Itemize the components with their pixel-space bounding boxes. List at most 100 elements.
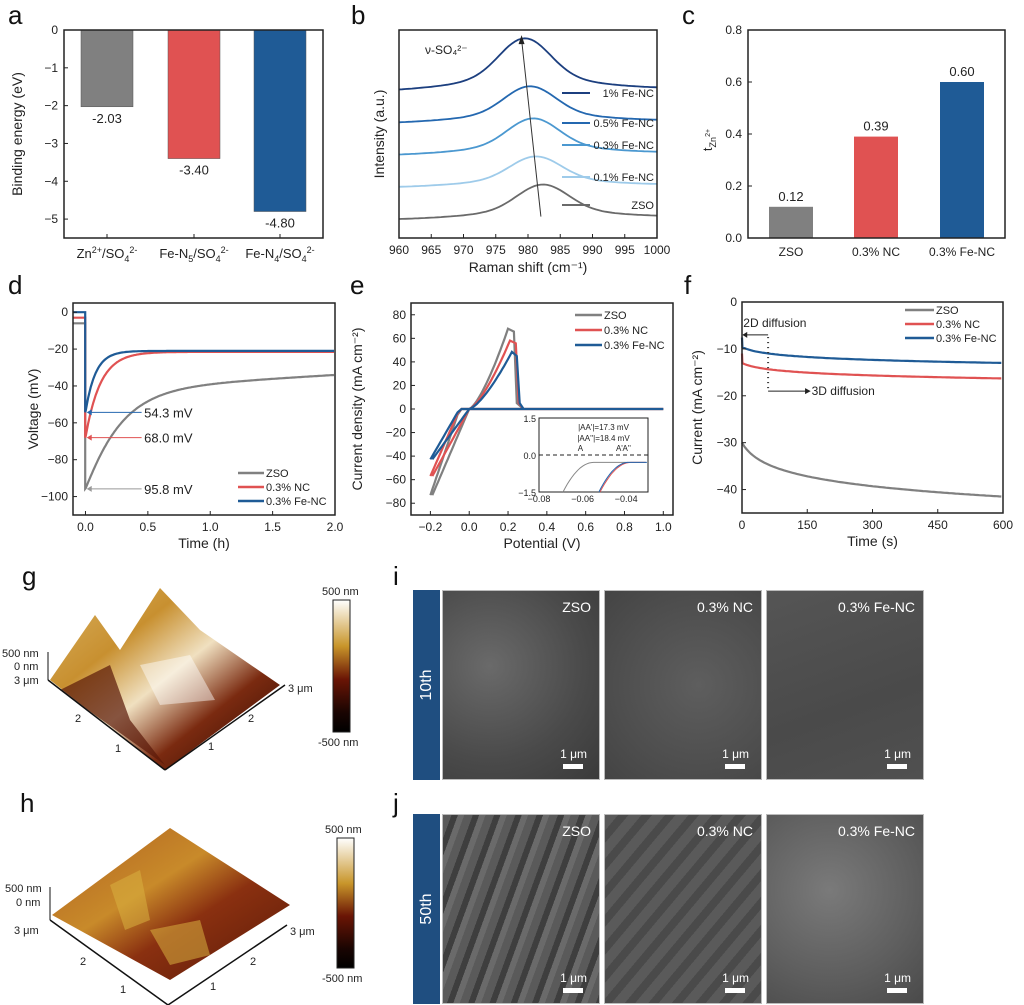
afm-surface-highlight	[110, 870, 150, 930]
afm-scale-bottom: -500 nm	[318, 737, 358, 749]
inset-point-label: A	[578, 444, 584, 453]
x-tick-label: 2.0	[327, 520, 344, 534]
inset-x-tick-label: −0.04	[615, 494, 638, 504]
sem-scale-label: 1 μm	[560, 747, 587, 761]
y-tick-label: −20	[48, 342, 69, 356]
y-tick-label: −3	[44, 136, 58, 150]
sem-cycle-tag: 10th	[413, 590, 440, 780]
arrow-head	[805, 388, 811, 395]
y-tick-label: −5	[44, 212, 58, 226]
afm-image-h: 500 nm 0 nm 3 μm 3 μm 2 1 1 2 500 nm -50…	[5, 824, 362, 1005]
afm-axis-left	[47, 679, 166, 771]
y-tick-label: −80	[48, 453, 69, 467]
sem-sample-label: 0.3% Fe-NC	[837, 823, 915, 839]
x-category-label: 0.3% Fe-NC	[929, 245, 995, 259]
plot-frame	[410, 302, 674, 516]
afm-axis-left	[49, 919, 169, 1005]
x-tick-label: 0	[739, 518, 746, 532]
bar	[167, 29, 221, 159]
panel-letter-f: f	[684, 270, 692, 300]
x-tick-label: 600	[993, 518, 1013, 532]
afm-corner-label: 3 μm	[14, 925, 39, 937]
x-axis-label: Time (h)	[178, 535, 230, 551]
bar-value-label: 0.60	[949, 64, 974, 79]
afm-tick-right-1: 1	[208, 741, 214, 753]
voltage-series-line	[73, 322, 335, 492]
diffusion-3d-label: 3D diffusion	[812, 384, 875, 398]
current-series-line	[740, 337, 1002, 365]
bar-value-label: -3.40	[179, 163, 209, 178]
afm-color-scale	[332, 599, 351, 733]
afm-surface-highlight	[140, 655, 215, 705]
arrow-head	[86, 434, 92, 441]
x-category-label: Fe-N4/SO42-	[245, 245, 314, 264]
inset-x-tick-label: −0.06	[571, 494, 594, 504]
y-axis-label: tZn2+	[700, 129, 718, 151]
sem-scale-label: 1 μm	[722, 747, 749, 761]
x-tick-label: 985	[550, 243, 570, 257]
x-tick-label: 1.0	[655, 520, 672, 534]
sem-image: 0.3% Fe-NC 1 μm	[766, 590, 924, 780]
raman-series-line	[398, 85, 658, 124]
panel-letter-a: a	[8, 0, 23, 30]
x-tick-label: 965	[421, 243, 441, 257]
sem-sample-label: 0.3% NC	[696, 823, 753, 839]
bar-value-label: -4.80	[265, 216, 295, 231]
legend-label: ZSO	[604, 310, 627, 322]
sem-row-50th: 50th ZSO 1 μm 0.3% NC 1 μm 0.3% Fe-NC 1 …	[413, 814, 1024, 1004]
sem-scale-label: 1 μm	[884, 971, 911, 985]
y-tick-label: −10	[717, 342, 738, 356]
afm-tick-left-1: 1	[115, 743, 121, 755]
sem-image: ZSO 1 μm	[442, 814, 600, 1004]
cv-series-line	[429, 339, 664, 477]
legend-label: 0.3% Fe-NC	[593, 140, 654, 152]
y-tick-label: 0.8	[725, 23, 742, 37]
y-tick-label: −30	[717, 436, 738, 450]
y-tick-label: −2	[44, 99, 58, 113]
y-tick-label: −4	[44, 174, 58, 188]
diffusion-2d-label: 2D diffusion	[743, 316, 806, 330]
y-tick-label: 80	[393, 308, 407, 322]
sem-scale-label: 1 μm	[884, 747, 911, 761]
plot-frame	[741, 301, 1004, 514]
legend-label: 0.3% Fe-NC	[936, 333, 997, 345]
afm-tick-right-2: 2	[250, 956, 256, 968]
x-tick-label: 995	[615, 243, 635, 257]
y-tick-label: 60	[393, 331, 407, 345]
panel-letter-i: i	[393, 561, 399, 591]
afm-surface	[50, 588, 280, 770]
panel-letter-c: c	[682, 0, 695, 30]
sem-cycle-tag: 50th	[413, 814, 440, 1004]
chart-c-transference: 0.0 0.2 0.4 0.6 0.8 0.12 ZSO 0.39 0.3% NC 0.60 0.3…	[700, 23, 1006, 259]
y-tick-label: −100	[41, 490, 68, 504]
y-tick-label: −60	[386, 473, 407, 487]
plot-frame	[72, 302, 336, 516]
sem-image: 0.3% NC 1 μm	[604, 814, 762, 1004]
legend-label: 0.5% Fe-NC	[593, 118, 654, 130]
legend-label: 1% Fe-NC	[603, 88, 654, 100]
inset-frame	[538, 417, 649, 493]
x-axis-label: Time (s)	[847, 533, 898, 549]
sem-image: 0.3% Fe-NC 1 μm	[766, 814, 924, 1004]
afm-scale-top: 500 nm	[322, 586, 359, 598]
inset-series-line	[598, 461, 647, 493]
afm-tick-left-2: 2	[75, 713, 81, 725]
x-axis-label: Potential (V)	[503, 535, 580, 551]
sem-sample-label: 0.3% Fe-NC	[837, 599, 915, 615]
x-tick-label: 0.5	[140, 520, 157, 534]
y-axis-label: Binding energy (eV)	[9, 72, 25, 196]
bar-value-label: -2.03	[92, 111, 122, 126]
y-tick-label: −1	[44, 61, 58, 75]
afm-z-zero: 0 nm	[14, 661, 38, 673]
chart-e-cv: ZSO 0.3% NC 0.3% Fe-NC 80 60 40 20 0 −20 −40 −60 −8…	[349, 302, 674, 551]
overpotential-label: 68.0 mV	[144, 431, 193, 446]
x-category-label: Zn2+/SO42-	[77, 245, 138, 264]
sem-scale-bar	[725, 988, 745, 993]
legend-label: 0.3% NC	[266, 482, 310, 494]
y-tick-label: 0	[730, 295, 737, 309]
afm-scale-top: 500 nm	[325, 824, 362, 836]
x-category-label: Fe-N5/SO42-	[159, 245, 228, 264]
inset-y-tick-label: 0.0	[523, 451, 536, 461]
sem-scale-label: 1 μm	[722, 971, 749, 985]
legend-label: ZSO	[631, 200, 654, 212]
